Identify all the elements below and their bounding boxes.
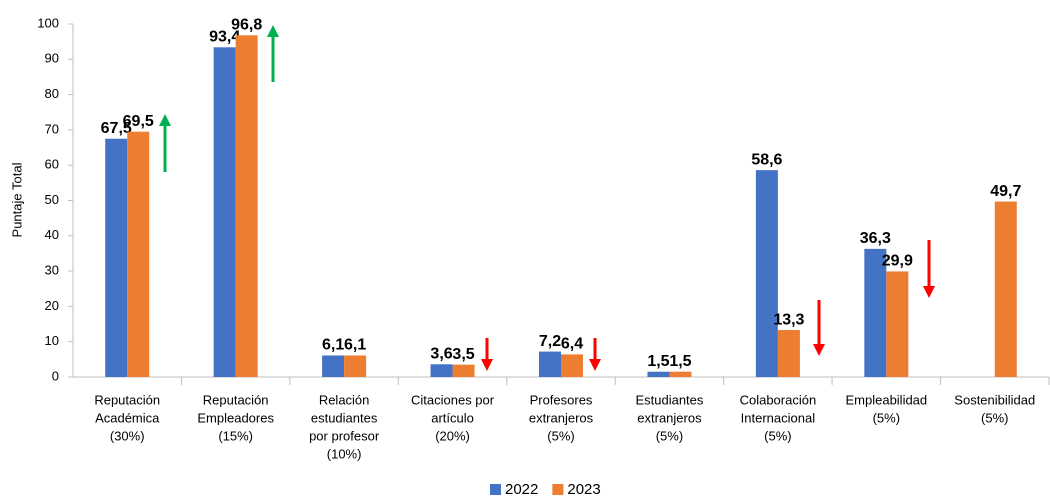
y-tick-label: 10 [45, 333, 59, 348]
value-label: 93,4 [209, 29, 240, 46]
x-tick-label: extranjeros [637, 410, 702, 425]
x-tick-label: Internacional [741, 410, 816, 425]
x-tick-label: (5%) [764, 428, 791, 443]
x-tick-label: (5%) [547, 428, 574, 443]
y-tick-label: 80 [45, 86, 59, 101]
x-tick-label: (30%) [110, 428, 145, 443]
value-label: 7,2 [539, 333, 561, 350]
legend-swatch [552, 484, 564, 495]
arrows [159, 25, 935, 371]
y-tick-label: 70 [45, 121, 59, 136]
bar [994, 201, 1017, 377]
bar [669, 371, 692, 377]
bar [105, 138, 128, 377]
y-axis-title: Puntaje Total [9, 162, 24, 237]
value-label: 49,7 [990, 183, 1021, 200]
value-label: 96,8 [231, 17, 262, 34]
bar [561, 354, 583, 377]
legend-label: 2022 [505, 481, 538, 498]
value-label: 3,6 [430, 346, 452, 363]
value-label: 13,3 [773, 311, 804, 328]
bar [755, 170, 778, 377]
y-tick-label: 50 [45, 192, 59, 207]
bar [886, 271, 909, 377]
value-label: 6,1 [344, 337, 366, 354]
x-tick-label: Profesores [530, 392, 593, 407]
x-tick-label: (5%) [981, 410, 1008, 425]
y-tick-label: 30 [45, 263, 59, 278]
value-label: 1,5 [647, 353, 669, 370]
x-tick-label: extranjeros [529, 410, 594, 425]
value-label: 6,4 [561, 336, 583, 353]
value-label: 67,5 [101, 120, 132, 137]
x-tick-label: Colaboración [740, 392, 817, 407]
legend-swatch [490, 484, 501, 495]
value-label: 36,3 [860, 230, 891, 247]
bar [539, 351, 561, 377]
x-tick-label: Reputación [94, 392, 160, 407]
bar [430, 364, 453, 377]
bar [127, 131, 150, 377]
x-tick-label: artículo [431, 410, 474, 425]
value-label: 1,5 [669, 353, 691, 370]
x-tick-label: Estudiantes [635, 392, 703, 407]
x-tick-label: Citaciones por [411, 392, 495, 407]
y-tick-label: 100 [37, 15, 59, 30]
y-tick-label: 90 [45, 51, 59, 66]
bar [322, 355, 345, 377]
x-tick-label: (20%) [435, 428, 470, 443]
y-tick-label: 60 [45, 157, 59, 172]
value-label: 29,9 [882, 253, 913, 270]
bar [777, 330, 800, 377]
x-tick-label: Empleabilidad [845, 392, 927, 407]
x-tick-label: Sostenibilidad [954, 392, 1035, 407]
y-tick-label: 40 [45, 227, 59, 242]
value-label: 69,5 [123, 113, 154, 130]
bar [344, 355, 367, 377]
value-label: 58,6 [751, 151, 782, 168]
y-tick-label: 20 [45, 298, 59, 313]
bar [864, 248, 887, 377]
bar [647, 371, 670, 377]
x-tick-label: (10%) [327, 446, 362, 461]
x-tick-label: Académica [95, 410, 160, 425]
value-label: 6,1 [322, 337, 344, 354]
bar [213, 47, 236, 377]
x-tick-label: Empleadores [197, 410, 274, 425]
bar [235, 35, 258, 378]
x-tick-label: (5%) [656, 428, 683, 443]
x-tick-label: (15%) [218, 428, 253, 443]
legend-label: 2023 [567, 481, 600, 498]
x-tick-label: estudiantes [311, 410, 378, 425]
x-tick-label: Reputación [203, 392, 269, 407]
bar [452, 364, 475, 377]
y-tick-label: 0 [52, 368, 59, 383]
x-tick-label: por profesor [309, 428, 380, 443]
x-tick-label: (5%) [873, 410, 900, 425]
value-label: 3,5 [452, 346, 474, 363]
x-tick-label: Relación [319, 392, 370, 407]
